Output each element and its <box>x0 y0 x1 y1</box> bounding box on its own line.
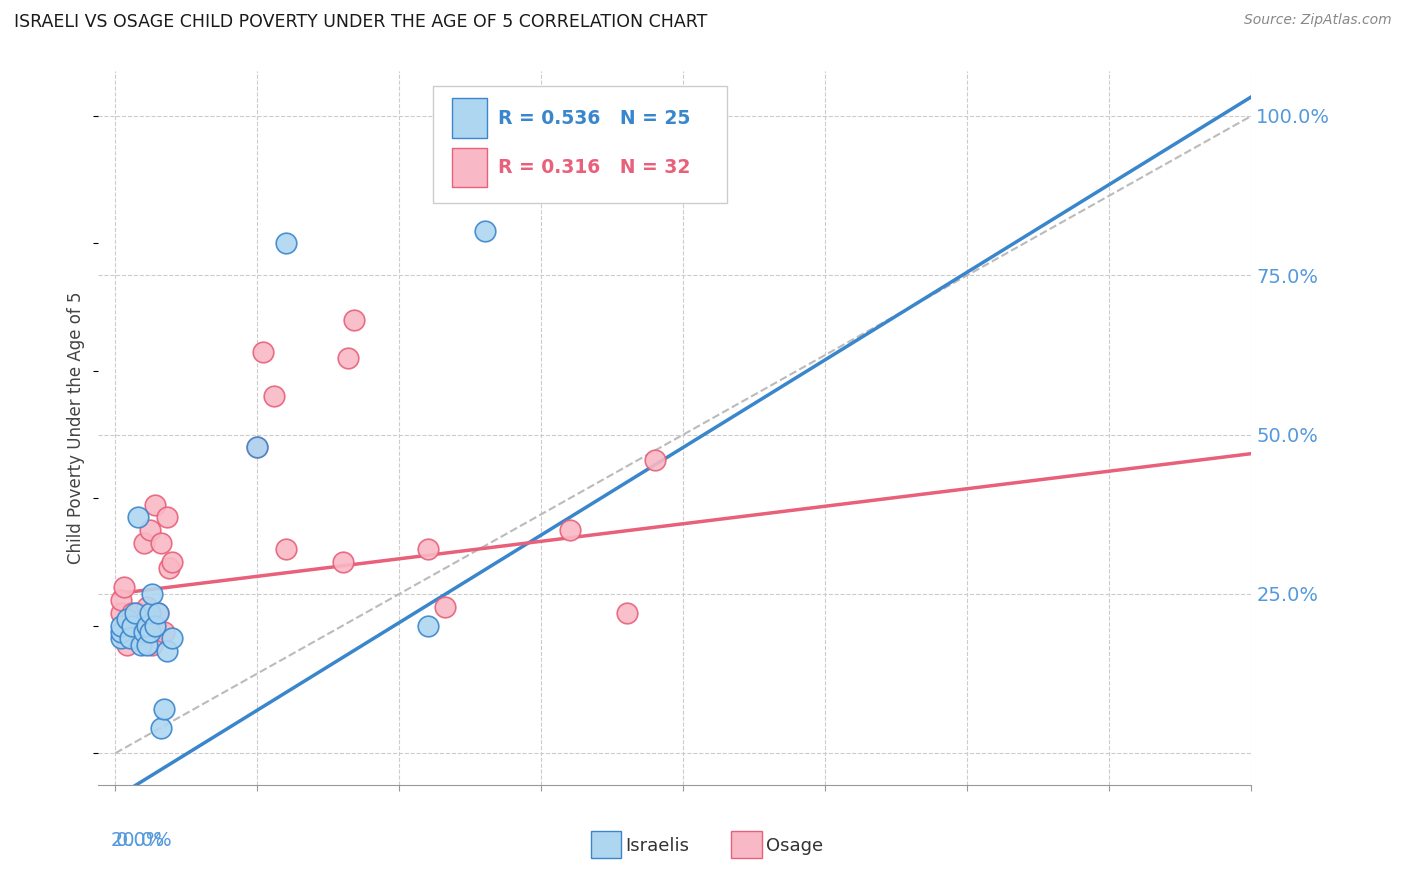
Text: 0.0%: 0.0% <box>115 831 165 850</box>
Point <box>115 612 138 626</box>
Bar <box>453 148 486 187</box>
Point <box>155 644 177 658</box>
Point <box>416 618 439 632</box>
Point <box>616 606 638 620</box>
Point <box>121 606 143 620</box>
Point <box>115 638 138 652</box>
Point <box>127 606 149 620</box>
Point <box>118 618 141 632</box>
Point <box>274 236 297 251</box>
Text: Israelis: Israelis <box>626 837 690 855</box>
Point <box>129 638 152 652</box>
FancyBboxPatch shape <box>433 86 727 203</box>
Point <box>152 625 174 640</box>
Point <box>252 344 274 359</box>
Point <box>132 625 155 640</box>
Point <box>644 453 666 467</box>
Point <box>558 523 581 537</box>
Point <box>124 606 146 620</box>
Point <box>162 555 184 569</box>
Point <box>127 510 149 524</box>
Point <box>246 440 269 454</box>
Point <box>162 632 184 646</box>
Point <box>155 510 177 524</box>
Point <box>110 606 132 620</box>
Point <box>110 593 132 607</box>
Point <box>149 721 172 735</box>
Point <box>474 224 496 238</box>
Text: 20.0%: 20.0% <box>111 831 173 850</box>
Text: Source: ZipAtlas.com: Source: ZipAtlas.com <box>1244 13 1392 28</box>
Point <box>274 542 297 557</box>
Point <box>112 581 135 595</box>
Point <box>157 561 180 575</box>
Point <box>246 440 269 454</box>
Point <box>143 618 166 632</box>
Point <box>118 632 141 646</box>
Point <box>135 599 157 614</box>
Point <box>121 618 143 632</box>
Point <box>110 625 132 640</box>
Point <box>143 618 166 632</box>
Point <box>263 389 285 403</box>
Point <box>135 638 157 652</box>
Point <box>141 587 163 601</box>
Point <box>416 542 439 557</box>
Text: ISRAELI VS OSAGE CHILD POVERTY UNDER THE AGE OF 5 CORRELATION CHART: ISRAELI VS OSAGE CHILD POVERTY UNDER THE… <box>14 13 707 31</box>
Y-axis label: Child Poverty Under the Age of 5: Child Poverty Under the Age of 5 <box>67 292 86 565</box>
Point <box>110 618 132 632</box>
Point <box>343 313 366 327</box>
Text: R = 0.316   N = 32: R = 0.316 N = 32 <box>499 158 690 177</box>
Bar <box>453 98 486 137</box>
Text: Osage: Osage <box>766 837 824 855</box>
Point <box>138 625 160 640</box>
Point <box>124 632 146 646</box>
Point <box>135 618 157 632</box>
Point <box>152 701 174 715</box>
Point <box>337 351 360 365</box>
Point <box>146 606 169 620</box>
Point <box>138 523 160 537</box>
Point <box>143 498 166 512</box>
Point <box>110 632 132 646</box>
Text: R = 0.536   N = 25: R = 0.536 N = 25 <box>499 109 690 128</box>
Point <box>146 606 169 620</box>
Point <box>433 599 456 614</box>
Point <box>149 536 172 550</box>
Point <box>332 555 354 569</box>
Point <box>132 536 155 550</box>
Point <box>138 606 160 620</box>
Point <box>141 638 163 652</box>
